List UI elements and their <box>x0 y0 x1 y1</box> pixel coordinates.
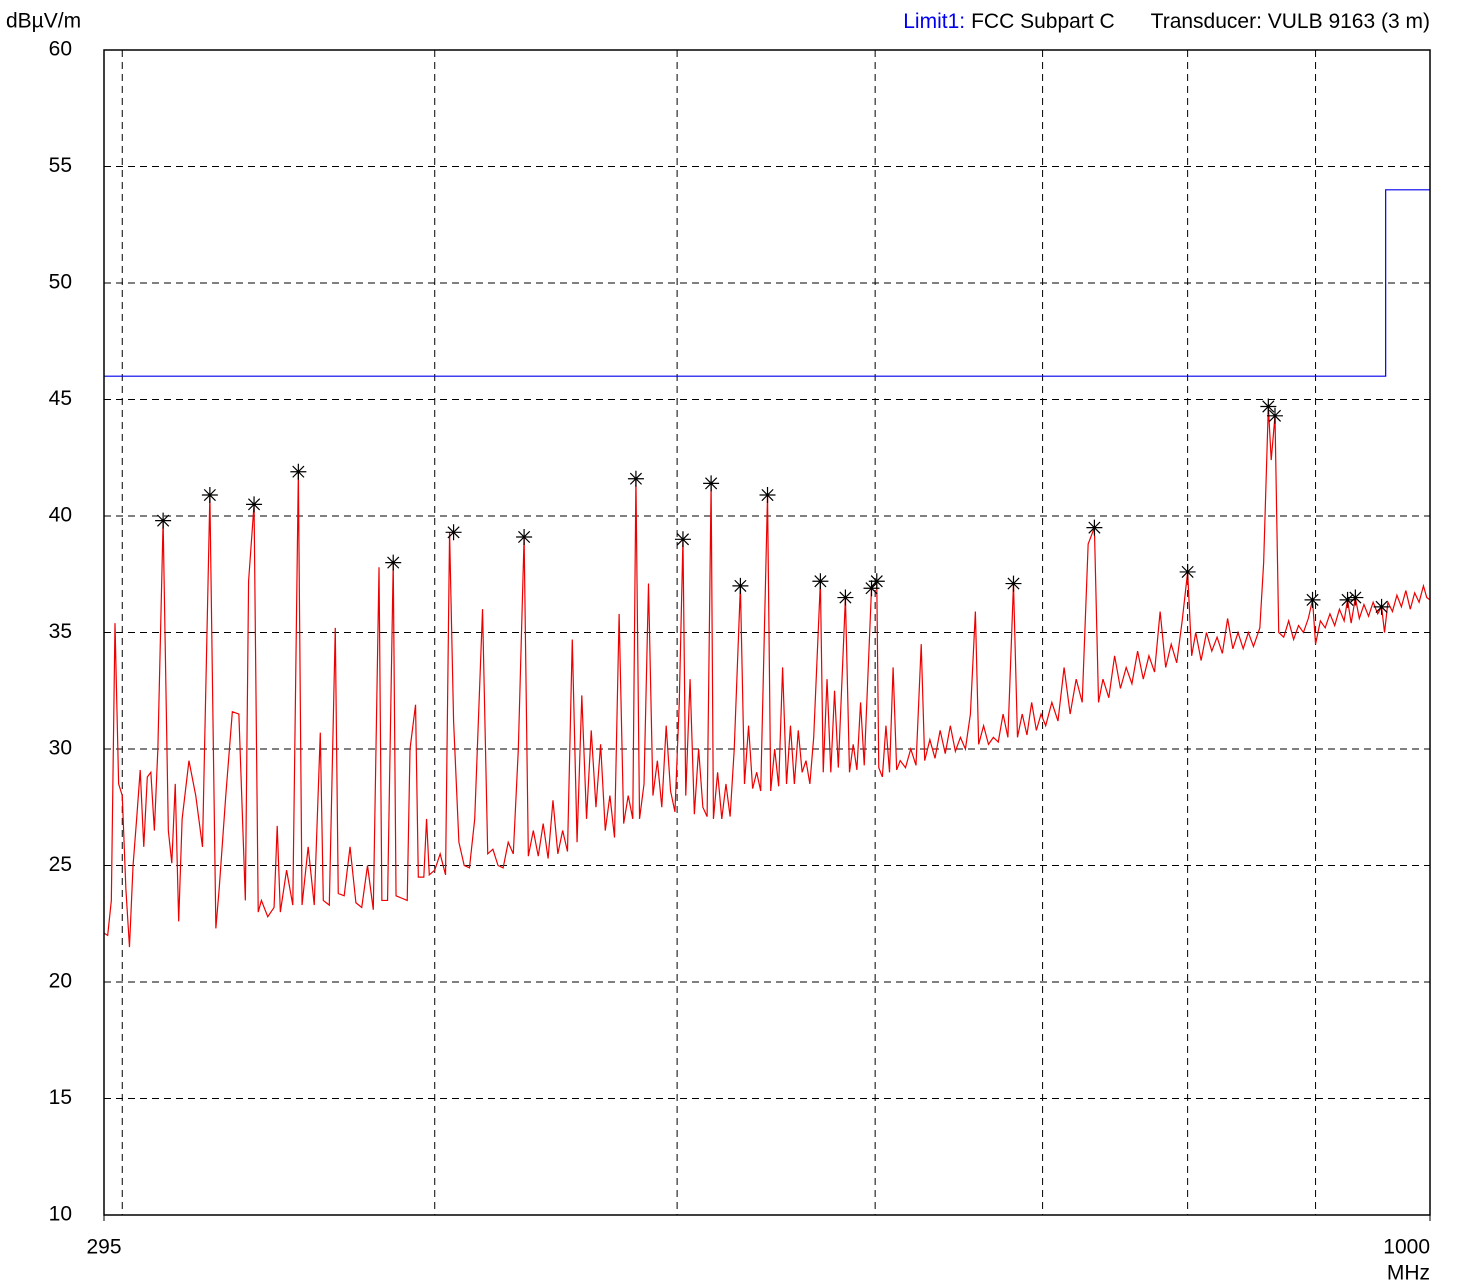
peak-marker <box>516 528 533 545</box>
peak-marker <box>759 487 776 504</box>
peak-marker <box>732 577 749 594</box>
peak-marker <box>863 580 880 597</box>
peak-marker <box>385 554 402 571</box>
peak-marker <box>703 475 720 492</box>
y-tick-label: 55 <box>49 154 72 177</box>
peak-marker <box>868 573 885 590</box>
peak-marker <box>1260 398 1277 415</box>
peak-marker <box>290 463 307 480</box>
y-tick-label: 25 <box>49 853 72 876</box>
peak-marker <box>674 531 691 548</box>
peak-marker <box>445 524 462 541</box>
y-tick-label: 35 <box>49 620 72 643</box>
peak-marker <box>201 487 218 504</box>
y-tick-label: 30 <box>49 737 72 760</box>
peak-marker <box>837 589 854 606</box>
x-tick-label: 295 <box>86 1236 121 1259</box>
y-tick-label: 20 <box>49 970 72 993</box>
peak-marker <box>1347 589 1364 606</box>
peak-marker <box>246 496 263 513</box>
limit-line <box>104 189 1430 377</box>
legend-limit-name: FCC Subpart C <box>971 10 1115 33</box>
peak-marker <box>1339 591 1356 608</box>
y-tick-label: 10 <box>49 1203 72 1226</box>
legend: Limit1: FCC Subpart C Transducer: VULB 916… <box>903 10 1430 33</box>
plot-frame <box>103 49 1431 1216</box>
y-tick-label: 45 <box>49 387 72 410</box>
x-tick-label: 1000 <box>1383 1236 1430 1259</box>
x-axis-label: MHz <box>1387 1262 1430 1285</box>
y-tick-label: 15 <box>49 1086 72 1109</box>
y-tick-label: 40 <box>49 504 72 527</box>
peak-marker <box>155 512 172 529</box>
peak-marker <box>1304 591 1321 608</box>
legend-transducer: Transducer: VULB 9163 (3 m) <box>1151 10 1430 33</box>
y-tick-label: 50 <box>49 271 72 294</box>
peak-marker <box>1086 519 1103 536</box>
legend-limit-label: Limit1: <box>903 10 965 33</box>
peak-marker <box>1373 598 1390 615</box>
y-tick-label: 60 <box>49 38 72 61</box>
peak-marker <box>1179 563 1196 580</box>
peak-marker <box>627 470 644 487</box>
peak-marker <box>1266 407 1283 424</box>
peak-marker <box>1005 575 1022 592</box>
peak-marker <box>812 573 829 590</box>
y-axis-label: dBµV/m <box>6 10 81 33</box>
